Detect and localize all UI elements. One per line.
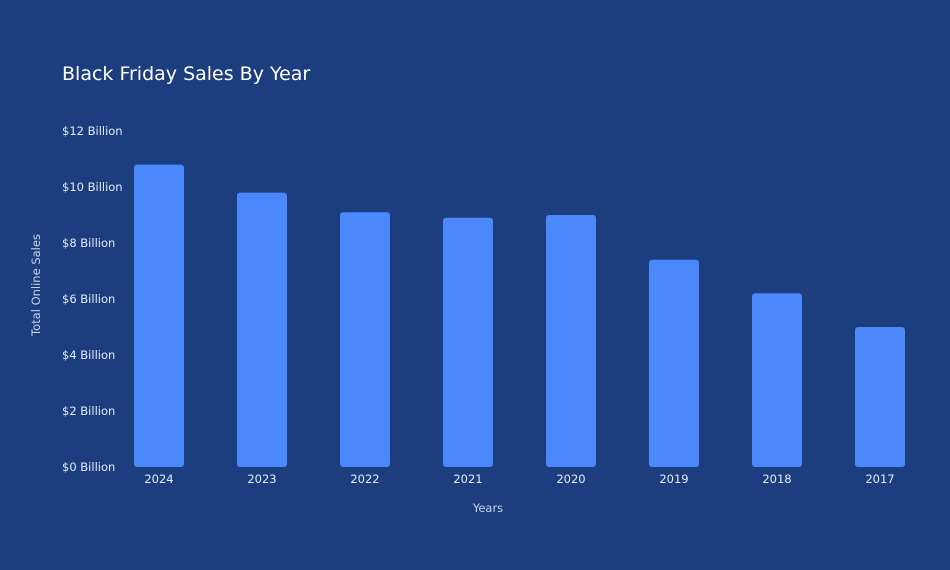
x-tick-label: 2023 [247, 472, 276, 486]
x-tick-label: 2018 [762, 472, 791, 486]
x-tick-label: 2019 [659, 472, 688, 486]
y-tick-label: $10 Billion [62, 180, 123, 194]
bar-2020 [546, 215, 596, 467]
y-tick-label: $4 Billion [62, 348, 115, 362]
chart-title: Black Friday Sales By Year [62, 63, 310, 85]
x-tick-label: 2020 [556, 472, 585, 486]
bar-2021 [443, 217, 493, 467]
bar-2017 [855, 327, 905, 467]
bar-2024 [134, 164, 184, 467]
x-tick-label: 2024 [144, 472, 173, 486]
y-tick-label: $6 Billion [62, 292, 115, 306]
y-tick-label: $8 Billion [62, 236, 115, 250]
x-axis-label: Years [472, 501, 503, 515]
y-axis-label: Total Online Sales [29, 234, 43, 337]
bar-2018 [752, 293, 802, 467]
x-tick-label: 2021 [453, 472, 482, 486]
bar-2022 [340, 212, 390, 467]
y-tick-label: $12 Billion [62, 124, 123, 138]
x-tick-label: 2017 [865, 472, 894, 486]
bar-2023 [237, 192, 287, 467]
bar-2019 [649, 259, 699, 467]
x-tick-label: 2022 [350, 472, 379, 486]
y-tick-label: $0 Billion [62, 460, 115, 474]
y-tick-label: $2 Billion [62, 404, 115, 418]
